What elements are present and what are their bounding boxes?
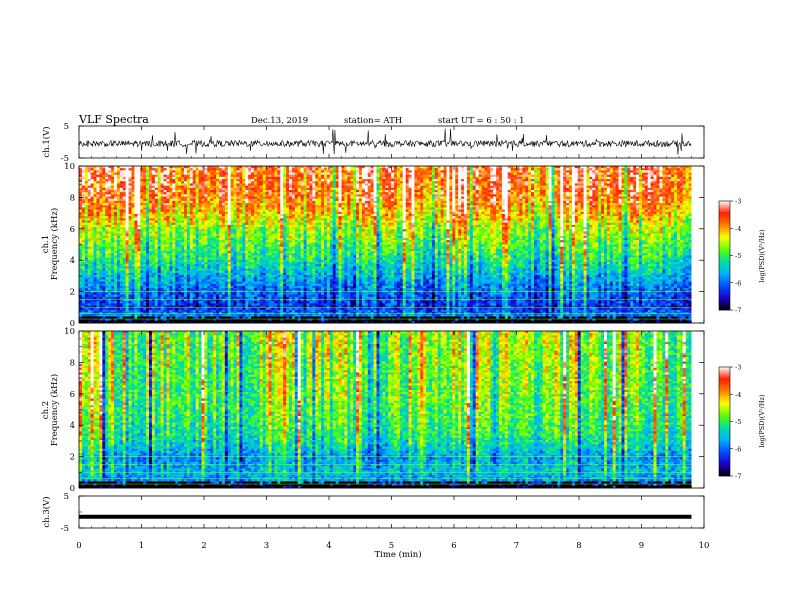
- ch1-waveform-line: [79, 129, 692, 155]
- start-time-label: start UT = 6 : 50 : 1: [438, 116, 525, 126]
- ytick-label: 5: [64, 122, 69, 132]
- station-label: station= ATH: [344, 116, 402, 126]
- date-label: Dec.13, 2019: [251, 116, 308, 126]
- ch1-waveform-trace: [79, 129, 692, 155]
- ch1-ylabel: ch.1(V): [41, 126, 52, 157]
- ch1-spectrogram-image: [79, 166, 704, 323]
- figure-title: VLF Spectra: [78, 113, 149, 126]
- ch1-waveform-panel: 5-5 ch.1(V): [41, 122, 704, 164]
